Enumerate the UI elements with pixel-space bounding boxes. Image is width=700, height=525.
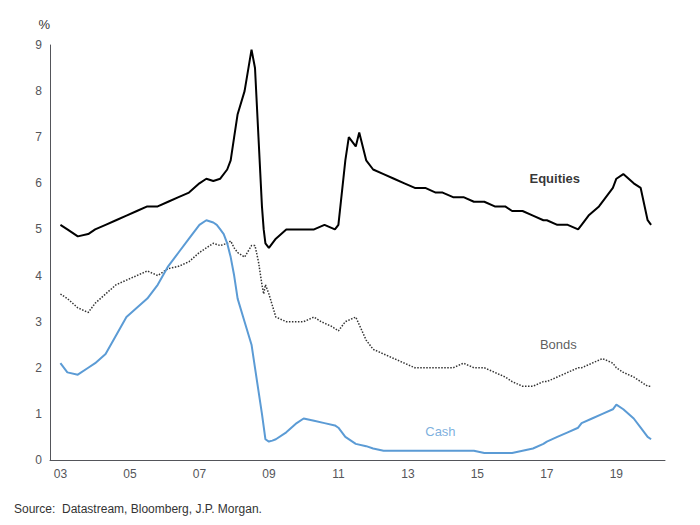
svg-text:07: 07: [193, 467, 207, 481]
svg-text:17: 17: [540, 467, 554, 481]
svg-text:9: 9: [35, 38, 42, 52]
svg-text:03: 03: [54, 467, 68, 481]
svg-text:4: 4: [35, 269, 42, 283]
svg-text:19: 19: [610, 467, 624, 481]
svg-text:6: 6: [35, 176, 42, 190]
svg-text:09: 09: [262, 467, 276, 481]
svg-text:5: 5: [35, 222, 42, 236]
svg-text:05: 05: [123, 467, 137, 481]
svg-text:0: 0: [35, 453, 42, 467]
svg-text:15: 15: [471, 467, 485, 481]
svg-text:%: %: [38, 17, 50, 32]
svg-text:7: 7: [35, 130, 42, 144]
svg-text:1: 1: [35, 407, 42, 421]
svg-text:Equities: Equities: [529, 171, 580, 186]
svg-text:8: 8: [35, 84, 42, 98]
svg-text:Cash: Cash: [425, 424, 455, 439]
svg-text:Bonds: Bonds: [540, 337, 577, 352]
svg-text:2: 2: [35, 361, 42, 375]
svg-text:3: 3: [35, 315, 42, 329]
svg-text:11: 11: [332, 467, 345, 481]
svg-text:13: 13: [401, 467, 415, 481]
svg-text:Source: Datastream, Bloomberg: Source: Datastream, Bloomberg, J.P. Morg…: [14, 502, 262, 516]
